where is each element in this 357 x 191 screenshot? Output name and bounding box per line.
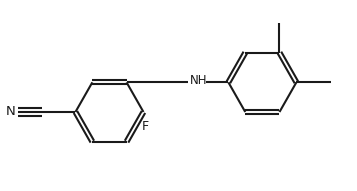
- Text: N: N: [5, 105, 15, 118]
- Text: F: F: [142, 120, 149, 133]
- Text: NH: NH: [190, 74, 207, 87]
